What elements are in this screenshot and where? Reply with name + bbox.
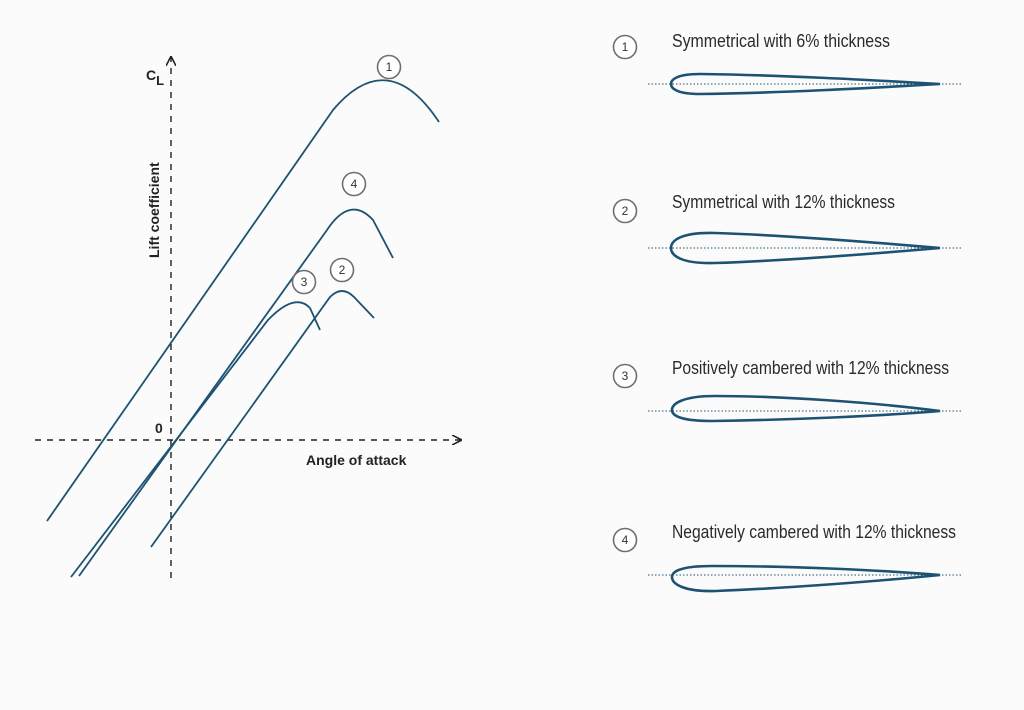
legend-text-3: Positively cambered with 12% thickness: [672, 358, 949, 378]
origin-label: 0: [155, 420, 163, 436]
airfoil-1: [669, 72, 941, 96]
legend-text-1: Symmetrical with 6% thickness: [672, 31, 890, 51]
airfoil-3: [670, 394, 941, 423]
badge-curve-2: 2: [329, 257, 355, 283]
legend-item-2: 2 Symmetrical with 12% thickness: [612, 192, 962, 265]
svg-text:3: 3: [622, 369, 629, 383]
svg-text:2: 2: [339, 263, 346, 277]
svg-text:3: 3: [301, 275, 308, 289]
airfoil-4: [670, 564, 941, 593]
legend-item-1: 1 Symmetrical with 6% thickness: [612, 31, 962, 96]
cl-axis-symbol: CL: [146, 67, 164, 88]
curve-4-negatively-cambered: [78, 208, 394, 577]
legend-text-4: Negatively cambered with 12% thickness: [672, 522, 956, 542]
curve-2-symmetrical-12: [150, 290, 375, 548]
svg-text:4: 4: [351, 177, 358, 191]
badge-curve-4: 4: [341, 171, 367, 197]
curve-3-positively-cambered: [70, 301, 321, 578]
y-axis-label: Lift coefficient: [146, 162, 162, 258]
svg-text:1: 1: [622, 40, 629, 54]
legend-item-4: 4 Negatively cambered with 12% thickness: [612, 522, 962, 593]
curve-1-symmetrical-6: [46, 79, 440, 522]
badge-curve-1: 1: [376, 54, 402, 80]
airfoil-2: [669, 231, 941, 265]
x-axis-label: Angle of attack: [306, 452, 407, 468]
badge-curve-3: 3: [291, 269, 317, 295]
svg-text:4: 4: [622, 533, 629, 547]
legend-item-3: 3 Positively cambered with 12% thickness: [612, 358, 962, 423]
svg-text:1: 1: [386, 60, 393, 74]
legend-text-2: Symmetrical with 12% thickness: [672, 192, 895, 212]
svg-text:2: 2: [622, 204, 629, 218]
